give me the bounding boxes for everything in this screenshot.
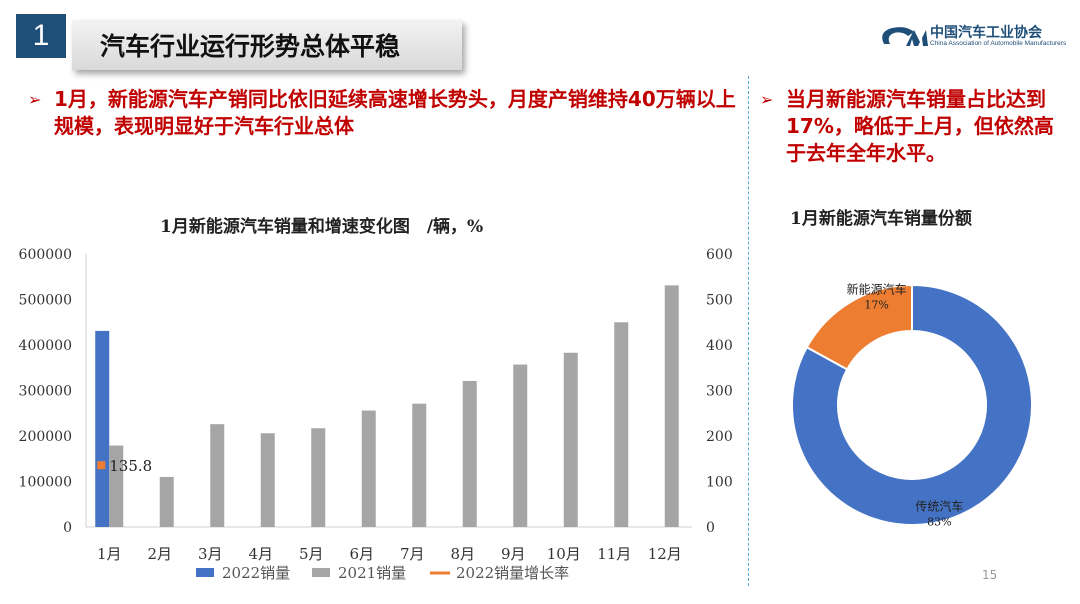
section-number: 1 — [16, 14, 66, 58]
bar-2021 — [210, 424, 225, 527]
bar-2021 — [260, 433, 275, 527]
y2-tick-label: 400 — [706, 338, 733, 354]
y-tick-label: 600000 — [19, 247, 72, 263]
logo-text-cn: 中国汽车工业协会 — [930, 25, 1042, 41]
x-tick-label: 12月 — [648, 545, 682, 563]
slice-label: 传统汽车 — [915, 498, 963, 513]
legend-label: 2021销量 — [338, 564, 406, 582]
y-tick-label: 200000 — [19, 429, 72, 445]
x-tick-label: 9月 — [501, 545, 526, 563]
x-tick-label: 7月 — [400, 545, 425, 563]
x-tick-label: 6月 — [349, 545, 374, 563]
bar-2021 — [159, 476, 174, 527]
y-tick-label: 300000 — [19, 384, 72, 400]
bar-chart-title: 1月新能源汽车销量和增速变化图 /辆，% — [160, 217, 484, 237]
pie-chart-title: 1月新能源汽车销量份额 — [790, 209, 972, 229]
y-tick-label: 100000 — [19, 475, 72, 491]
y2-tick-label: 0 — [706, 520, 715, 536]
page-number: 15 — [982, 568, 998, 582]
donut-chart: 传统汽车 83% 新能源汽车 17% — [791, 282, 1033, 528]
donut-slice — [791, 283, 1033, 526]
legend-label: 2022销量 — [222, 564, 290, 582]
rate-point — [97, 461, 106, 470]
page-title: 汽车行业运行形势总体平稳 — [72, 20, 462, 70]
legend-swatch — [196, 568, 214, 577]
bullet-right: ➢ 当月新能源汽车销量占比达到17%，略低于上月，但依然高于去年全年水平。 — [760, 86, 1070, 167]
bullet-arrow-icon: ➢ — [28, 90, 42, 109]
bullet-left-text: 1月，新能源汽车产销同比依旧延续高速增长势头，月度产销维持40万辆以上规模，表现… — [54, 87, 736, 138]
bar-2021 — [563, 352, 578, 527]
slice-label: 新能源汽车 — [847, 282, 907, 297]
rate-data-label: 135.8 — [109, 457, 152, 475]
logo-text-en: China Association of Automobile Manufact… — [930, 40, 1067, 47]
bar-2022 — [95, 330, 110, 527]
x-tick-label: 4月 — [248, 545, 273, 563]
slice-value-label: 17% — [864, 299, 888, 312]
x-tick-label: 10月 — [547, 545, 581, 563]
y-tick-label: 400000 — [19, 338, 72, 354]
y2-tick-label: 100 — [706, 475, 733, 491]
bullet-right-text: 当月新能源汽车销量占比达到17%，略低于上月，但依然高于去年全年水平。 — [786, 87, 1054, 165]
slice-value-label: 83% — [927, 515, 951, 528]
bar-chart: 0 100000 200000 300000 400000 500000 600000 0 10… — [19, 247, 733, 582]
x-tick-label: 8月 — [450, 545, 475, 563]
caam-logo-icon — [882, 27, 928, 46]
x-tick-label: 11月 — [597, 545, 631, 563]
y2-tick-label: 600 — [706, 247, 733, 263]
bar-2021 — [412, 403, 427, 527]
x-tick-label: 2月 — [147, 545, 172, 563]
bar-2021 — [664, 285, 679, 527]
y2-tick-label: 300 — [706, 384, 733, 400]
y2-tick-label: 200 — [706, 429, 733, 445]
bullet-left: ➢ 1月，新能源汽车产销同比依旧延续高速增长势头，月度产销维持40万辆以上规模，… — [28, 86, 738, 140]
bar-2021 — [361, 410, 376, 527]
bar-2021 — [311, 428, 326, 527]
bullet-arrow-icon: ➢ — [760, 90, 774, 109]
x-tick-label: 3月 — [198, 545, 223, 563]
x-tick-label: 1月 — [97, 545, 122, 563]
dashed-divider — [748, 76, 749, 586]
x-tick-label: 5月 — [299, 545, 324, 563]
y2-tick-label: 500 — [706, 293, 733, 309]
bar-2021 — [462, 380, 477, 527]
bar-2021 — [513, 364, 528, 527]
y-tick-label: 500000 — [19, 293, 72, 309]
bar-2021 — [109, 445, 124, 527]
donut-slice — [805, 283, 913, 371]
bar-2021 — [614, 322, 629, 527]
legend-swatch — [312, 568, 330, 577]
y-tick-label: 0 — [63, 520, 72, 536]
legend-label: 2022销量增长率 — [456, 564, 569, 582]
